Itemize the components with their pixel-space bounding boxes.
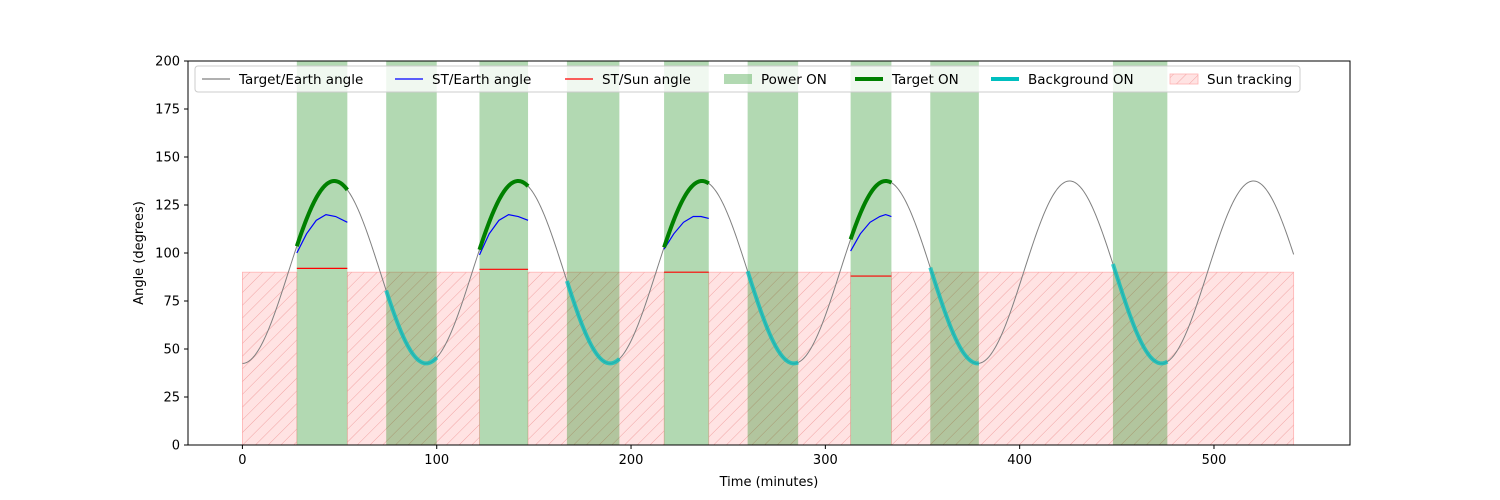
background-on-segment xyxy=(928,267,980,366)
legend-item: Target/Earth angle xyxy=(202,72,363,88)
legend-patch-swatch xyxy=(724,74,752,84)
sun-tracking-hatch xyxy=(528,272,665,445)
x-tick-label: 500 xyxy=(1202,453,1227,468)
background-on-segment xyxy=(384,289,439,366)
st-earth-angle-line xyxy=(850,213,892,252)
axes-layer: 0 100 200 300 400 500 0 25 50 75 100 125 150 175 200 xyxy=(155,55,1351,468)
legend-item: ST/Earth angle xyxy=(395,72,531,88)
sun-tracking-hatch xyxy=(242,272,297,445)
power-on-span xyxy=(747,61,799,445)
legend-label: ST/Sun angle xyxy=(602,72,691,88)
x-axis-label: Time (minutes) xyxy=(719,475,819,490)
x-tick-label: 400 xyxy=(1007,453,1032,468)
sun-tracking-layer xyxy=(242,271,1295,446)
legend-item: Background ON xyxy=(991,72,1134,88)
legend: Target/Earth angle ST/Earth angle ST/Sun a… xyxy=(194,65,1301,93)
sun-tracking-hatch xyxy=(708,272,851,445)
y-tick-label: 50 xyxy=(163,343,180,358)
background-on-segment xyxy=(745,270,799,366)
y-tick-label: 100 xyxy=(155,247,180,262)
legend-label: Power ON xyxy=(761,72,827,88)
background-on-segment xyxy=(1111,263,1169,366)
y-axis-label: Angle (degrees) xyxy=(132,201,147,305)
legend-label: Sun tracking xyxy=(1207,72,1292,88)
sun-tracking-hatch xyxy=(891,272,1294,445)
power-on-span xyxy=(386,61,437,445)
target-on-segment xyxy=(662,178,710,249)
x-tick-label: 100 xyxy=(424,453,449,468)
power-on-span xyxy=(664,61,709,445)
power-on-span xyxy=(479,61,529,445)
power-on-span xyxy=(930,61,979,445)
y-tick-label: 0 xyxy=(172,439,180,454)
x-tick-label: 200 xyxy=(619,453,644,468)
sun-tracking-hatch xyxy=(347,272,480,445)
power-on-span xyxy=(850,61,892,445)
power-on-layer xyxy=(296,61,1168,445)
x-tick-label: 300 xyxy=(813,453,838,468)
legend-hatch-pattern xyxy=(1170,74,1198,84)
target-on-segment xyxy=(294,179,349,247)
legend-label: ST/Earth angle xyxy=(432,72,531,88)
legend-box xyxy=(194,65,1301,93)
y-tick-label: 25 xyxy=(163,391,180,406)
legend-item: ST/Sun angle xyxy=(565,72,691,88)
legend-label: Target ON xyxy=(891,72,959,88)
st-earth-angle-line xyxy=(296,213,348,254)
st-earth-angle-line xyxy=(663,215,709,250)
y-tick-label: 175 xyxy=(155,103,180,118)
power-on-span xyxy=(296,61,348,445)
target-on-segment xyxy=(477,178,530,251)
legend-item: Sun tracking xyxy=(1169,72,1292,88)
power-on-span xyxy=(1112,61,1168,445)
y-tick-label: 125 xyxy=(155,199,180,214)
legend-label: Background ON xyxy=(1028,72,1134,88)
series-lines-layer xyxy=(242,178,1295,366)
st-earth-angle-line xyxy=(478,213,529,256)
legend-item: Power ON xyxy=(724,72,827,88)
target-on-segment xyxy=(848,178,893,240)
power-on-span xyxy=(566,61,620,445)
y-tick-label: 150 xyxy=(155,151,180,166)
legend-item: Target ON xyxy=(855,72,959,88)
x-tick-label: 0 xyxy=(238,453,246,468)
background-on-segment xyxy=(565,280,621,366)
legend-label: Target/Earth angle xyxy=(238,72,363,88)
y-tick-label: 75 xyxy=(163,295,180,310)
y-tick-label: 200 xyxy=(155,55,180,70)
